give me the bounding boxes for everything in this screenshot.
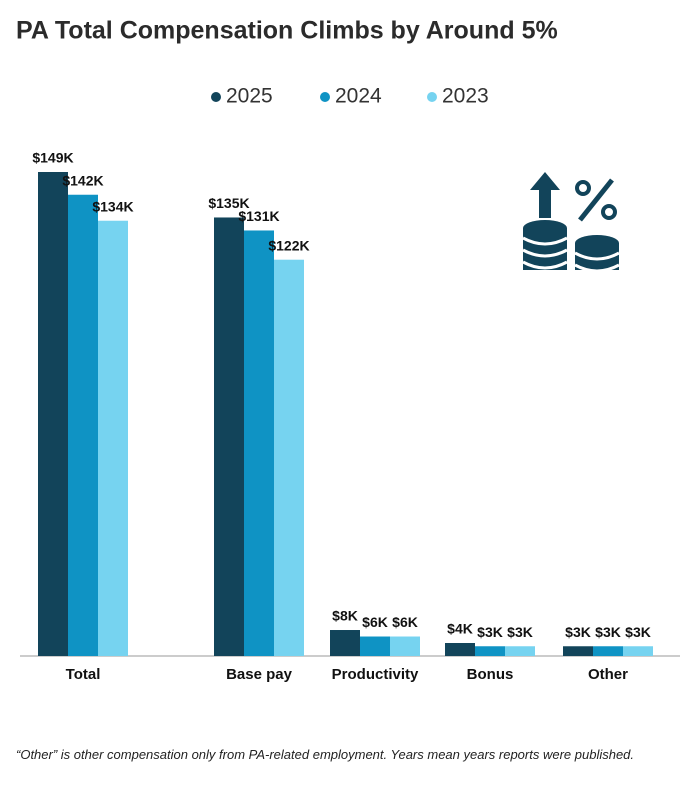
value-label: $8K <box>332 608 358 624</box>
icon <box>522 172 620 273</box>
value-label: $142K <box>62 172 103 188</box>
bar <box>445 643 475 656</box>
value-label: $3K <box>595 624 621 640</box>
bar <box>390 636 420 656</box>
value-label: $3K <box>565 624 591 640</box>
legend-marker <box>211 92 221 102</box>
value-label: $135K <box>208 195 249 211</box>
bar <box>505 646 535 656</box>
bar <box>360 636 390 656</box>
value-label: $6K <box>392 614 418 630</box>
x-tick-label: Productivity <box>332 666 419 683</box>
bar <box>563 646 593 656</box>
bar <box>244 230 274 657</box>
footnote: “Other” is other compensation only from … <box>16 747 635 762</box>
value-label: $3K <box>477 624 503 640</box>
legend-label: 2024 <box>335 85 382 108</box>
chart-title: PA Total Compensation Climbs by Around 5… <box>16 17 558 45</box>
bar <box>330 630 360 656</box>
legend-marker <box>427 92 437 102</box>
value-label: $6K <box>362 614 388 630</box>
legend-label: 2023 <box>442 85 489 108</box>
value-label: $4K <box>447 621 473 637</box>
value-label: $131K <box>238 208 279 224</box>
bar <box>593 646 623 656</box>
x-tick-label: Base pay <box>226 666 293 683</box>
x-tick-label: Bonus <box>467 666 514 683</box>
x-tick-label: Total <box>66 666 101 683</box>
value-label: $134K <box>92 198 133 214</box>
bar <box>623 646 653 656</box>
bar <box>38 172 68 656</box>
bar <box>214 217 244 657</box>
bar <box>274 259 304 656</box>
value-label: $3K <box>507 624 533 640</box>
x-tick-label: Other <box>588 666 628 683</box>
value-label: $149K <box>32 150 73 166</box>
chart: PA Total Compensation Climbs by Around 5… <box>16 17 680 683</box>
value-label: $3K <box>625 624 651 640</box>
bar <box>98 220 128 656</box>
legend-marker <box>320 92 330 102</box>
bar <box>475 646 505 656</box>
value-label: $122K <box>268 237 309 253</box>
bar <box>68 194 98 656</box>
legend-label: 2025 <box>226 85 273 108</box>
